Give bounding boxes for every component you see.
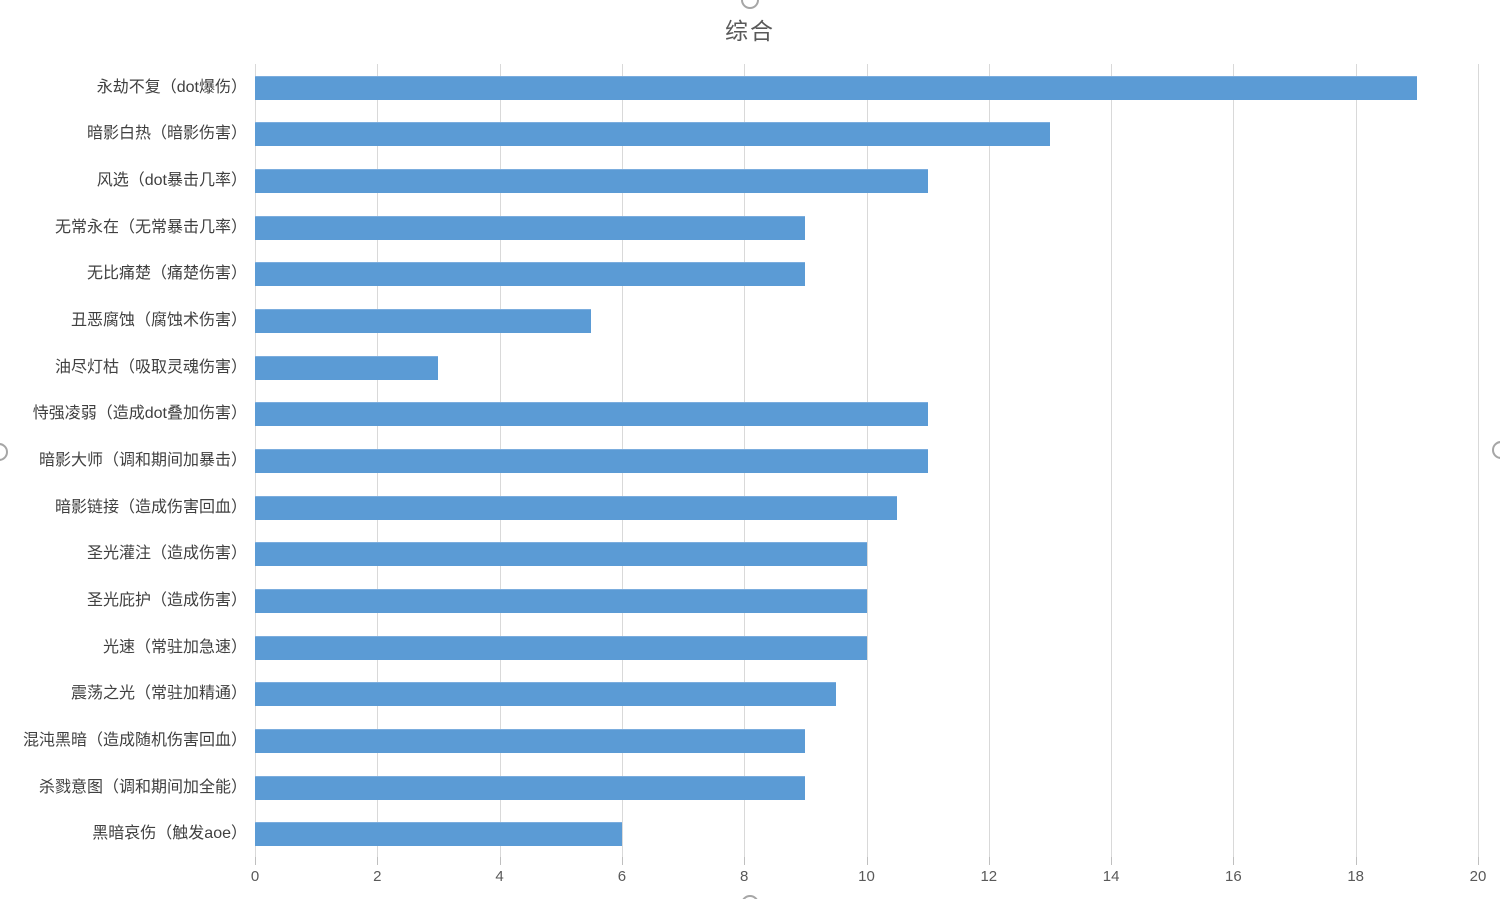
value-axis-label: 8 (740, 868, 749, 885)
category-label: 圣光庇护（造成伤害） (86, 591, 247, 609)
value-axis-label: 18 (1347, 868, 1365, 885)
category-label: 丑恶腐蚀（腐蚀术伤害） (70, 312, 247, 330)
bar-2[interactable] (255, 169, 928, 194)
category-label: 暗影链接（造成伤害回血） (54, 498, 247, 516)
category-label: 黑暗哀伤（触发aoe） (92, 825, 247, 843)
value-axis-label: 0 (250, 868, 260, 885)
axis-tick (499, 857, 501, 865)
category-label: 混沌黑暗（造成随机伤害回血） (22, 731, 247, 749)
bar-15[interactable] (255, 775, 806, 800)
axis-tick (744, 857, 746, 865)
bar-12[interactable] (255, 635, 867, 660)
value-axis-label: 14 (1102, 868, 1120, 885)
selection-handle-top-center[interactable] (741, 0, 759, 9)
axis-tick (988, 857, 990, 865)
value-axis-label: 4 (495, 868, 504, 885)
axis-tick (1111, 857, 1113, 865)
bar-0[interactable] (255, 75, 1417, 100)
category-label: 震荡之光（常驻加精通） (70, 685, 247, 703)
category-label: 风选（dot暴击几率） (96, 172, 247, 190)
major-gridline (1233, 64, 1235, 857)
category-label: 恃强凌弱（造成dot叠加伤害） (32, 405, 247, 423)
bar-10[interactable] (255, 542, 867, 567)
category-label: 光速（常驻加急速） (102, 638, 247, 656)
axis-tick (866, 857, 868, 865)
bar-16[interactable] (255, 822, 622, 847)
plot-area (255, 64, 1479, 865)
major-gridline (1111, 64, 1113, 857)
value-axis-label: 2 (373, 868, 382, 885)
bar-8[interactable] (255, 449, 928, 473)
category-label: 圣光灌注（造成伤害） (86, 545, 247, 563)
bar-1[interactable] (255, 122, 1050, 147)
category-label: 无常永在（无常暴击几率） (54, 218, 247, 236)
axis-tick (1233, 857, 1235, 865)
value-axis-label: 10 (858, 868, 875, 885)
category-label: 永劫不复（dot爆伤） (96, 78, 247, 96)
axis-tick (1478, 857, 1479, 865)
chart-title: 综合 (725, 18, 775, 44)
major-gridline (988, 64, 990, 857)
bar-11[interactable] (255, 588, 867, 613)
bar-14[interactable] (255, 728, 806, 753)
category-label: 油尽灯枯（吸取灵魂伤害） (54, 358, 247, 376)
category-label: 暗影白热（暗影伤害） (86, 125, 247, 143)
bar-13[interactable] (255, 682, 836, 707)
selection-handle-right-middle[interactable] (1492, 441, 1500, 459)
bar-6[interactable] (255, 355, 439, 380)
major-gridline (1355, 64, 1357, 857)
category-label: 暗影大师（调和期间加暴击） (38, 452, 247, 469)
value-axis-label: 20 (1469, 868, 1487, 885)
bar-7[interactable] (255, 402, 928, 427)
bar-5[interactable] (255, 309, 592, 334)
axis-tick (255, 857, 256, 865)
value-axis-label: 12 (980, 868, 998, 885)
category-label: 杀戮意图（调和期间加全能） (38, 778, 247, 796)
bar-4[interactable] (255, 262, 806, 287)
selection-handle-bottom-center[interactable] (741, 895, 759, 899)
axis-tick (377, 857, 379, 865)
value-axis-label: 16 (1225, 868, 1242, 885)
major-gridline (1478, 64, 1479, 857)
axis-tick (1355, 857, 1357, 865)
category-label: 无比痛楚（痛楚伤害） (86, 265, 247, 283)
value-axis-label: 6 (617, 868, 627, 885)
bar-9[interactable] (255, 495, 898, 520)
axis-tick (621, 857, 623, 865)
bar-3[interactable] (255, 215, 806, 240)
